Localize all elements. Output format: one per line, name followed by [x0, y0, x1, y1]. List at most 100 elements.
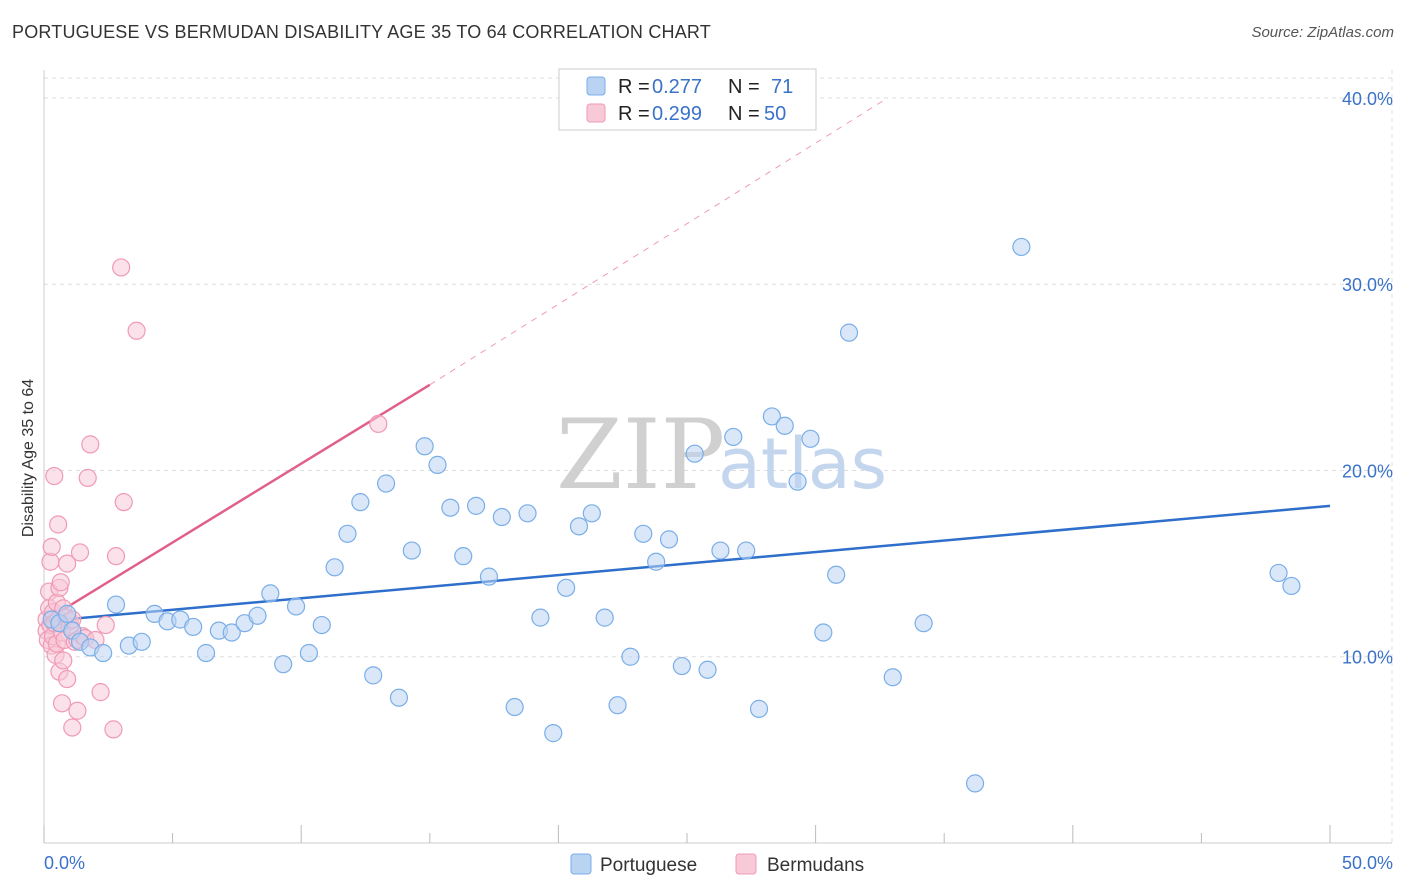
y-tick-label-10: 10.0%	[1342, 648, 1393, 668]
portuguese-point	[595, 608, 614, 627]
bermudans-point	[96, 615, 115, 635]
chart-title: PORTUGUESE VS BERMUDAN DISABILITY AGE 35…	[12, 22, 711, 42]
portuguese-trend-line	[43, 504, 1331, 623]
portuguese-point	[196, 643, 216, 663]
portuguese-point	[544, 724, 563, 743]
portuguese-point	[94, 643, 113, 663]
bermudans-trend-extension	[429, 97, 888, 386]
bermudans-point	[49, 515, 68, 534]
portuguese-point	[261, 584, 280, 603]
portuguese-point	[801, 429, 820, 448]
bermudans-point	[106, 547, 126, 566]
portuguese-point	[184, 617, 203, 637]
portuguese-point	[58, 604, 77, 623]
bermudans-point	[78, 468, 97, 488]
source-credit: Source: ZipAtlas.com	[1251, 24, 1394, 41]
legend-r-value-bermudans: 0.299	[652, 103, 702, 125]
bottom-swatch-bermudans	[735, 853, 757, 875]
legend-n-value-bermudans: 50	[764, 103, 786, 125]
portuguese-point	[466, 496, 486, 515]
portuguese-point	[839, 323, 859, 342]
portuguese-point	[672, 656, 691, 676]
portuguese-point	[325, 558, 344, 577]
axes	[43, 70, 1392, 844]
bermudans-point	[91, 683, 110, 702]
portuguese-point	[827, 565, 846, 584]
portuguese-point	[634, 524, 653, 543]
portuguese-point	[441, 498, 460, 517]
portuguese-point	[351, 493, 370, 512]
bermudans-point	[70, 543, 90, 562]
portuguese-point	[505, 697, 524, 717]
portuguese-point	[1012, 237, 1031, 257]
bermudans-point	[68, 701, 87, 720]
portuguese-points	[42, 237, 1301, 793]
portuguese-point	[914, 614, 933, 633]
y-axis-label: Disability Age 35 to 64	[20, 379, 37, 537]
portuguese-point	[479, 567, 499, 586]
portuguese-point	[518, 504, 537, 523]
portuguese-point	[338, 524, 357, 543]
bermudans-trend-line	[43, 383, 431, 623]
portuguese-point	[659, 530, 679, 549]
legend-swatch-bermudans	[586, 103, 606, 123]
portuguese-point	[582, 504, 601, 523]
stats-legend: R = 0.277 N = 71 R = 0.299 N = 50	[558, 68, 817, 131]
bermudans-point	[58, 669, 77, 689]
legend-r-label-bermudans: R =	[618, 103, 650, 125]
bermudans-point	[114, 493, 133, 512]
x-tick-label-min: 0.0%	[44, 853, 85, 873]
portuguese-point	[376, 474, 396, 493]
gridlines	[44, 70, 1393, 843]
legend-n-label-portuguese: N =	[728, 76, 760, 98]
portuguese-point	[775, 416, 794, 435]
portuguese-point	[1269, 563, 1288, 583]
portuguese-point	[698, 660, 717, 679]
portuguese-point	[621, 647, 640, 666]
portuguese-point	[814, 623, 833, 642]
bermudans-point	[127, 321, 146, 340]
bermudans-point	[104, 720, 123, 739]
bermudans-point	[51, 573, 70, 592]
y-tick-label-20: 20.0%	[1342, 461, 1393, 481]
legend-r-value-portuguese: 0.277	[652, 76, 702, 98]
bermudans-point	[112, 258, 131, 277]
portuguese-point	[788, 472, 807, 491]
portuguese-point	[608, 696, 627, 715]
bermudans-point	[45, 466, 64, 486]
portuguese-point	[749, 699, 769, 718]
bermudans-point	[52, 694, 72, 713]
portuguese-point	[274, 655, 293, 674]
y-tick-label-30: 30.0%	[1342, 275, 1393, 295]
bottom-legend-bermudans: Bermudans	[767, 855, 864, 876]
portuguese-point	[389, 688, 409, 707]
y-tick-label-40: 40.0%	[1342, 89, 1393, 109]
portuguese-point	[531, 608, 550, 627]
portuguese-point	[415, 437, 434, 456]
portuguese-point	[299, 643, 319, 663]
portuguese-point	[724, 427, 743, 447]
portuguese-point	[106, 595, 126, 614]
watermark: ZIP atlas	[556, 399, 887, 511]
portuguese-point	[965, 774, 985, 793]
legend-n-value-portuguese: 71	[771, 76, 793, 98]
portuguese-point	[222, 623, 241, 642]
portuguese-point	[454, 547, 473, 566]
legend-r-label-portuguese: R =	[618, 76, 650, 98]
tick-labels: 10.0% 20.0% 30.0% 40.0% 0.0% 50.0%	[44, 89, 1393, 873]
bermudans-point	[369, 414, 388, 434]
x-tick-label-max: 50.0%	[1342, 853, 1393, 873]
bermudans-point	[81, 435, 100, 454]
portuguese-point	[685, 444, 704, 463]
portuguese-point	[248, 606, 267, 625]
legend-n-label-bermudans: N =	[728, 103, 760, 125]
portuguese-point	[286, 597, 306, 616]
portuguese-point	[762, 407, 781, 426]
portuguese-point	[569, 517, 589, 536]
portuguese-point	[364, 666, 383, 685]
portuguese-point	[647, 552, 666, 571]
portuguese-point	[1282, 576, 1301, 596]
portuguese-point	[312, 615, 331, 635]
bermudans-point	[63, 718, 82, 737]
portuguese-point	[711, 541, 730, 560]
